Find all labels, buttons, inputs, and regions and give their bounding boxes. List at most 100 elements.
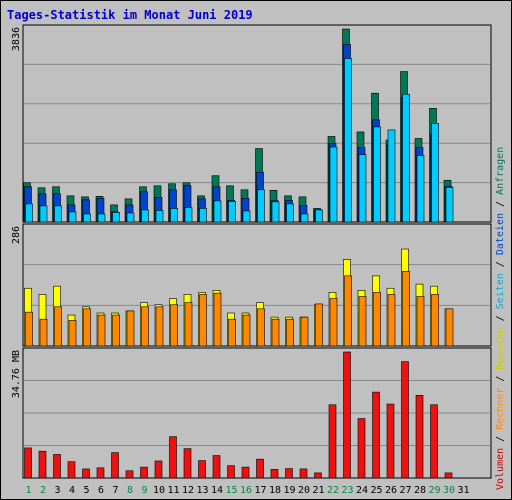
bar-visits-day-25 bbox=[373, 292, 381, 347]
bar-volume-day-21 bbox=[314, 472, 322, 479]
legend-part: / bbox=[495, 370, 506, 388]
day-label: 5 bbox=[83, 485, 89, 496]
day-label: 18 bbox=[269, 485, 281, 496]
bar-visits-day-27 bbox=[402, 271, 410, 347]
day-label: 23 bbox=[341, 485, 353, 496]
bar-hits-day-26 bbox=[387, 129, 396, 223]
bar-visits-day-8 bbox=[126, 310, 135, 347]
legend-part: / bbox=[495, 195, 506, 213]
bar-hits-day-28 bbox=[416, 155, 425, 223]
bar-visits-day-30 bbox=[445, 308, 454, 347]
bar-hits-day-9 bbox=[141, 209, 149, 223]
bar-hits-day-2 bbox=[39, 205, 48, 223]
bar-hits-day-25 bbox=[373, 126, 381, 223]
bar-volume-day-29 bbox=[430, 404, 438, 479]
day-label: 22 bbox=[327, 485, 339, 496]
day-label: 13 bbox=[196, 485, 208, 496]
legend-part: / bbox=[495, 430, 506, 448]
bar-visits-day-26 bbox=[387, 294, 396, 347]
bar-volume-day-18 bbox=[270, 469, 279, 479]
legend-part: Rechner bbox=[495, 388, 506, 430]
bar-volume-day-27 bbox=[401, 361, 409, 479]
day-label: 26 bbox=[385, 485, 397, 496]
bar-volume-day-10 bbox=[154, 460, 163, 479]
bar-hits-day-29 bbox=[431, 123, 439, 223]
bar-volume-day-28 bbox=[415, 395, 424, 479]
bar-volume-day-19 bbox=[285, 468, 293, 479]
bar-visits-day-20 bbox=[300, 316, 309, 347]
bar-volume-day-4 bbox=[67, 461, 76, 479]
bar-visits-day-7 bbox=[112, 314, 120, 347]
bar-hits-day-23 bbox=[344, 58, 352, 223]
bar-hits-day-27 bbox=[402, 93, 410, 223]
bar-visits-day-11 bbox=[170, 304, 178, 347]
bar-volume-day-22 bbox=[328, 404, 337, 479]
bar-hits-day-5 bbox=[83, 213, 91, 223]
bar-volume-day-3 bbox=[53, 454, 61, 479]
bar-visits-day-13 bbox=[199, 294, 207, 347]
bar-hits-day-22 bbox=[329, 146, 338, 223]
y-axis-label-visits: 286 bbox=[11, 226, 22, 244]
legend-part: / bbox=[495, 309, 506, 327]
day-label: 16 bbox=[240, 485, 252, 496]
bar-volume-day-12 bbox=[183, 448, 192, 479]
day-label: 6 bbox=[98, 485, 104, 496]
bar-visits-day-14 bbox=[213, 292, 222, 347]
bar-hits-day-12 bbox=[184, 207, 193, 223]
bar-hits-day-1 bbox=[25, 203, 33, 223]
day-label: 12 bbox=[182, 485, 194, 496]
bar-visits-day-29 bbox=[431, 294, 439, 347]
bar-volume-day-30 bbox=[444, 472, 453, 479]
bar-volume-day-26 bbox=[386, 403, 395, 479]
bar-hits-day-21 bbox=[315, 209, 323, 223]
legend-part: Volumen bbox=[495, 448, 506, 490]
bar-hits-day-11 bbox=[170, 208, 178, 223]
day-label: 14 bbox=[211, 485, 223, 496]
bar-volume-day-23 bbox=[343, 351, 351, 479]
bar-visits-day-18 bbox=[271, 318, 280, 347]
legend-part: / bbox=[495, 255, 506, 273]
bar-hits-day-18 bbox=[271, 201, 280, 223]
day-label: 4 bbox=[69, 485, 75, 496]
bar-hits-day-14 bbox=[213, 200, 222, 223]
day-label: 15 bbox=[225, 485, 237, 496]
bar-volume-day-20 bbox=[299, 468, 308, 479]
bar-visits-day-9 bbox=[141, 306, 149, 347]
day-label: 17 bbox=[254, 485, 266, 496]
bar-volume-day-8 bbox=[125, 470, 134, 479]
day-label: 10 bbox=[153, 485, 165, 496]
legend-part: Besuche bbox=[495, 327, 506, 369]
bar-volume-day-13 bbox=[198, 460, 206, 479]
day-label: 2 bbox=[40, 485, 46, 496]
day-label: 29 bbox=[428, 485, 440, 496]
bar-volume-day-25 bbox=[372, 391, 380, 479]
bar-hits-day-10 bbox=[155, 210, 164, 223]
bar-volume-day-14 bbox=[212, 455, 221, 479]
bar-visits-day-3 bbox=[54, 306, 62, 347]
day-label: 27 bbox=[399, 485, 411, 496]
y-axis-label-hits: 3836 bbox=[11, 27, 22, 51]
bar-visits-day-6 bbox=[97, 314, 106, 347]
bar-hits-day-20 bbox=[300, 213, 309, 223]
day-label: 7 bbox=[112, 485, 118, 496]
day-label: 1 bbox=[25, 485, 31, 496]
bar-volume-day-1 bbox=[24, 447, 32, 479]
bar-hits-day-16 bbox=[242, 210, 251, 223]
series-hits-2 bbox=[25, 58, 454, 223]
y-axis-label-volume: 34.76 MB bbox=[11, 350, 22, 398]
legend-part: Dateien bbox=[495, 213, 506, 255]
bar-visits-day-1 bbox=[25, 311, 33, 347]
day-label: 11 bbox=[167, 485, 179, 496]
bar-visits-day-12 bbox=[184, 302, 193, 347]
bar-hits-day-30 bbox=[445, 186, 454, 223]
bar-volume-day-5 bbox=[82, 468, 90, 479]
bar-hits-day-6 bbox=[97, 213, 106, 223]
bar-volume-day-2 bbox=[38, 450, 47, 479]
day-label: 30 bbox=[443, 485, 455, 496]
day-label: 24 bbox=[356, 485, 368, 496]
bar-hits-day-7 bbox=[112, 212, 120, 223]
bar-hits-day-8 bbox=[126, 212, 135, 223]
chart-panels: 3836 286 34.76 MB bbox=[11, 24, 492, 479]
day-label: 25 bbox=[370, 485, 382, 496]
